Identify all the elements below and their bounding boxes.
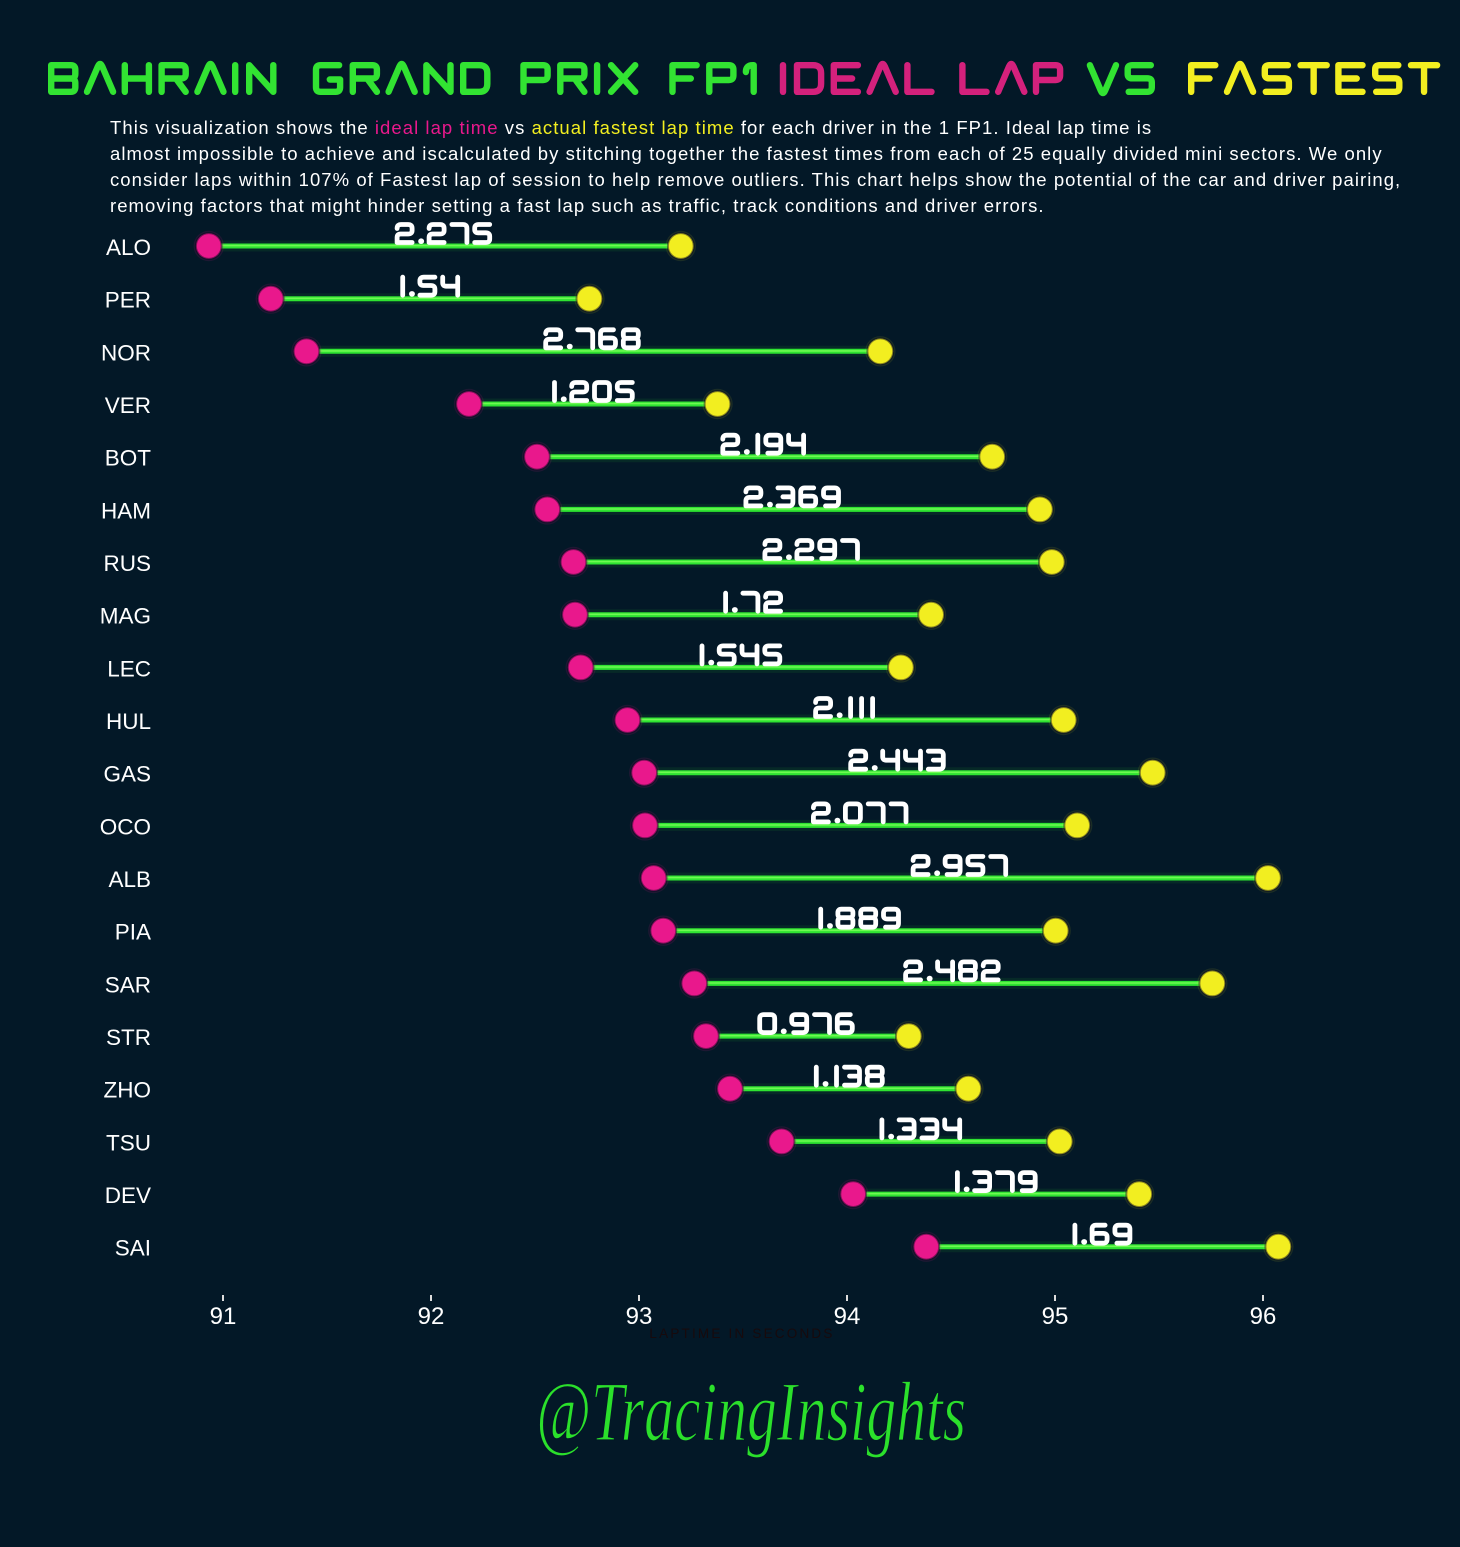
svg-text:LAPTIME IN SECONDS: LAPTIME IN SECONDS	[649, 1326, 834, 1341]
svg-text:HAM: HAM	[101, 498, 151, 523]
svg-text:RUS: RUS	[103, 551, 151, 576]
svg-text:SAR: SAR	[105, 972, 151, 997]
svg-text:almost impossible to achieve a: almost impossible to achieve and iscalcu…	[110, 143, 1383, 164]
svg-text:BOT: BOT	[105, 446, 152, 471]
svg-text:DEV: DEV	[105, 1183, 151, 1208]
svg-text:PIA: PIA	[115, 920, 151, 945]
svg-text:ALO: ALO	[106, 235, 151, 260]
svg-text:LEC: LEC	[107, 656, 151, 681]
svg-text:HUL: HUL	[106, 709, 151, 734]
svg-text:95: 95	[1042, 1303, 1069, 1330]
svg-text:ALB: ALB	[108, 867, 151, 892]
svg-text:consider laps within 107% of F: consider laps within 107% of Fastest lap…	[110, 169, 1401, 190]
svg-text:NOR: NOR	[101, 340, 151, 365]
svg-text:GAS: GAS	[103, 762, 151, 787]
svg-text:92: 92	[418, 1303, 445, 1330]
svg-text:93: 93	[626, 1303, 653, 1330]
svg-text:removing factors that might hi: removing factors that might hinder setti…	[110, 195, 1045, 216]
svg-text:MAG: MAG	[100, 604, 151, 629]
svg-text:SAI: SAI	[115, 1236, 151, 1261]
svg-text:@TracingInsights: @TracingInsights	[536, 1365, 966, 1459]
svg-text:STR: STR	[106, 1025, 151, 1050]
svg-text:TSU: TSU	[106, 1130, 151, 1155]
svg-text:ZHO: ZHO	[104, 1078, 152, 1103]
svg-text:This visualization shows the i: This visualization shows the ideal lap t…	[110, 117, 1152, 138]
svg-text:96: 96	[1250, 1303, 1277, 1330]
svg-text:PER: PER	[105, 288, 151, 313]
svg-text:94: 94	[834, 1303, 861, 1330]
svg-text:VER: VER	[105, 393, 151, 418]
svg-text:91: 91	[210, 1303, 237, 1330]
svg-text:OCO: OCO	[100, 814, 151, 839]
